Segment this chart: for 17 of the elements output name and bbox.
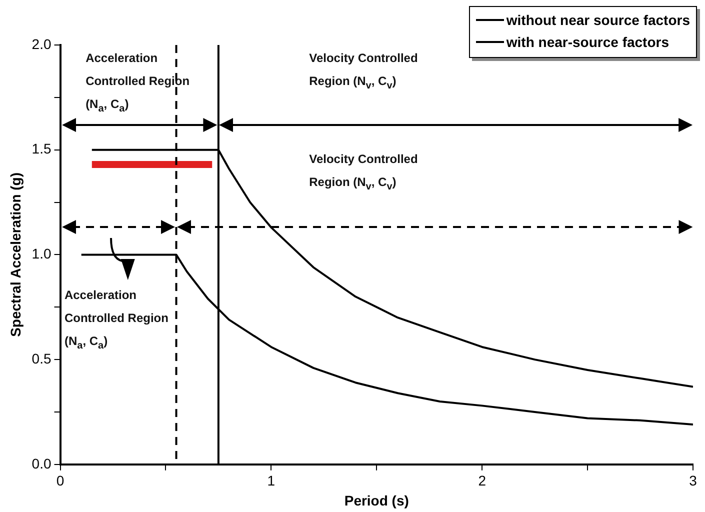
x-axis-title: Period (s) (344, 492, 409, 508)
annotation: Acceleration Controlled Region (N$_{a}$, C$_{a}$) (86, 50, 191, 116)
y-tick-label: 1.5 (32, 140, 52, 157)
y-axis-title: Spectral Acceleration (g) (7, 172, 24, 337)
x-tick-label: 2 (478, 472, 486, 489)
annotation: Velocity Controlled Region (N$_{v}$, C$_{v}$) (309, 150, 419, 194)
y-tick-label: 0.5 (32, 350, 52, 366)
annotation: Acceleration Controlled Region (N$_{a}$, C$_{a}$) (64, 287, 170, 354)
x-tick-label: 3 (689, 472, 698, 489)
y-tick-label: 0.0 (32, 455, 52, 472)
x-tick-label: 1 (267, 472, 276, 489)
y-tick-label: 1.0 (32, 246, 52, 262)
legend-label: with near-source factors (506, 34, 670, 50)
y-tick-label: 2.0 (32, 36, 52, 52)
legend-label: without near source factors (506, 12, 690, 28)
annotation: Velocity Controlled Region (N$_{v}$, C$_{v}$) (309, 50, 419, 94)
x-tick-label: 0 (56, 472, 64, 489)
